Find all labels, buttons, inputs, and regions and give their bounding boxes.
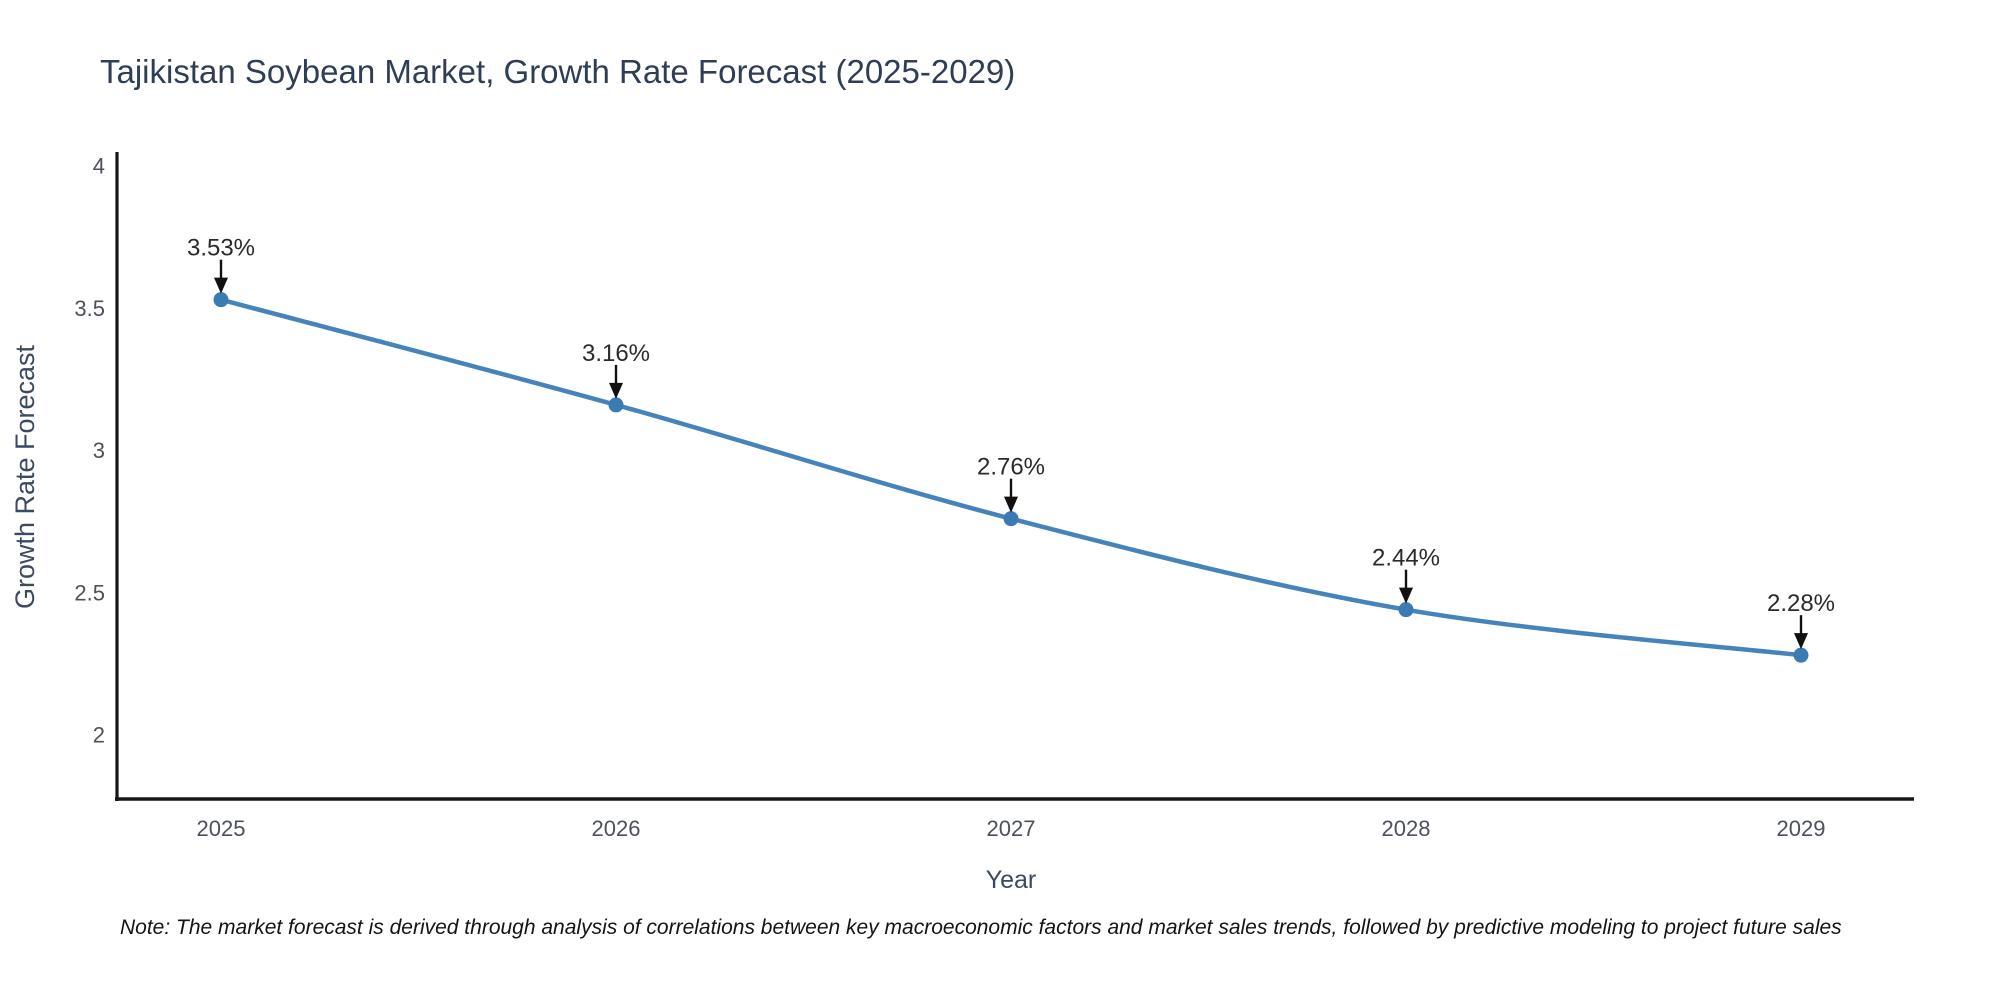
data-point-label: 2.76% [977, 454, 1045, 481]
chart-title: Tajikistan Soybean Market, Growth Rate F… [100, 53, 1016, 90]
data-point-label: 2.44% [1372, 545, 1440, 572]
x-tick-label: 2028 [1382, 816, 1431, 841]
data-point-marker [213, 292, 229, 308]
y-tick-label: 3 [93, 438, 105, 463]
x-axis-title: Year [986, 866, 1037, 894]
annotation-arrowhead [1004, 496, 1018, 513]
data-point-label: 3.53% [187, 235, 255, 262]
data-point-label: 3.16% [582, 340, 650, 367]
chart-note: Note: The market forecast is derived thr… [120, 916, 1842, 939]
data-point-marker [1398, 602, 1414, 618]
y-axis-title: Growth Rate Forecast [10, 344, 40, 609]
data-point-label: 2.28% [1767, 590, 1835, 617]
y-tick-label: 4 [93, 154, 105, 179]
x-tick-label: 2027 [987, 816, 1036, 841]
y-tick-label: 2 [93, 723, 105, 748]
annotation-arrowhead [214, 277, 228, 294]
y-tick-label: 2.5 [74, 580, 105, 605]
x-tick-label: 2029 [1777, 816, 1826, 841]
annotation-arrowhead [1794, 633, 1808, 650]
x-tick-label: 2025 [197, 816, 246, 841]
data-point-marker [608, 397, 624, 413]
annotation-arrowhead [609, 382, 623, 399]
y-tick-label: 3.5 [74, 296, 105, 321]
annotation-arrowhead [1399, 587, 1413, 604]
x-tick-label: 2026 [592, 816, 641, 841]
data-point-marker [1003, 511, 1019, 527]
data-point-marker [1793, 647, 1809, 663]
